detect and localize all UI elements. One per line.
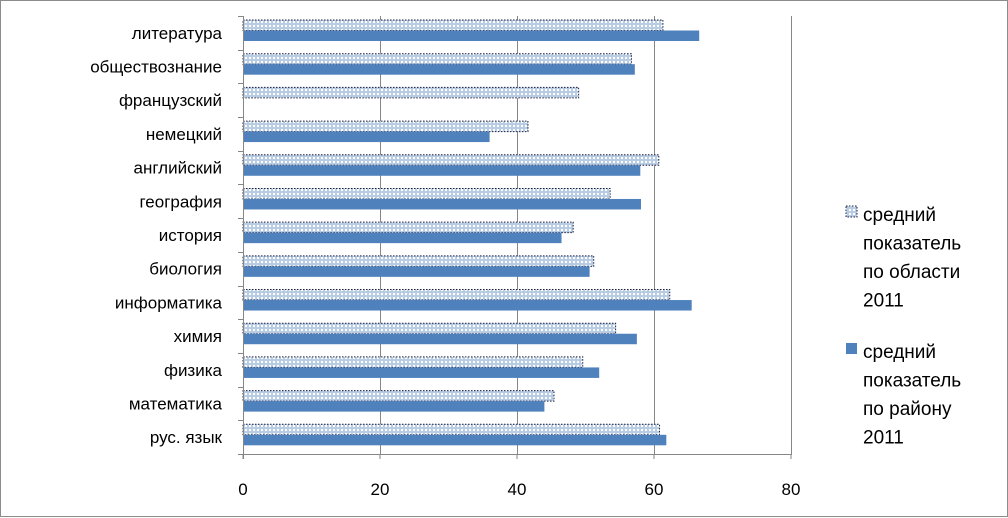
bar-rayon [243,131,490,143]
x-tick-label: 80 [782,480,801,499]
bar-rayon [243,266,590,277]
category-label: математика [129,394,223,413]
x-tick-label: 60 [645,480,664,499]
bar-rayon [243,300,692,311]
bar-rayon [243,367,600,378]
bar-rayon [243,232,562,244]
bar-rayon [243,198,641,210]
category-label: литература [132,24,223,43]
bar-oblast [242,19,664,31]
bar-rayon [243,434,667,446]
bar-rayon [243,401,545,412]
x-tick-label: 20 [371,480,390,499]
bar-rayon [243,333,637,345]
bar-oblast [242,423,660,436]
bar-oblast [242,255,595,267]
bar-oblast [242,154,660,166]
category-label: немецкий [146,125,222,144]
bar-oblast [242,356,584,368]
bar-rayon [243,30,700,41]
category-label: химия [174,327,222,346]
category-label: география [139,192,222,211]
bar-oblast [242,120,529,133]
category-label: информатика [115,293,223,312]
legend-label: средний [863,342,936,363]
legend-label: средний [863,205,936,226]
category-label: история [159,226,222,245]
legend-label: по области [863,262,960,283]
bar-rayon [243,165,641,176]
category-label: физика [164,361,223,380]
legend-swatch-rayon [846,343,857,354]
category-label: французский [119,91,222,110]
legend-label: показатель [863,371,961,392]
legend-label: 2011 [863,428,904,449]
category-label: рус. язык [150,428,223,447]
bar-oblast [242,289,671,301]
bar-oblast [242,187,611,200]
legend-label: по району [863,399,952,420]
category-label: английский [133,159,222,178]
x-tick-label: 0 [238,480,247,499]
bar-oblast [242,53,632,65]
category-label: обществознание [90,58,222,77]
bar-oblast [242,390,555,402]
legend-swatch-oblast [845,205,858,218]
bar-oblast [242,86,580,99]
bar-oblast [242,322,617,335]
legend-label: показатель [863,234,961,255]
bar-rayon [243,64,635,75]
bar-oblast [242,221,574,234]
x-tick-label: 40 [508,480,527,499]
legend-label: 2011 [863,291,904,312]
category-label: биология [149,260,222,279]
